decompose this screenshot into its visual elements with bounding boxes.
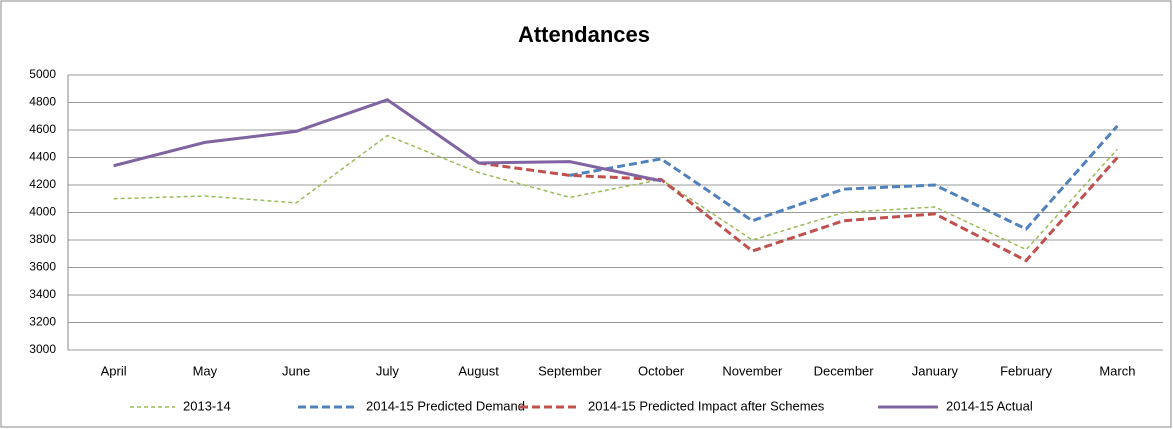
- x-tick-label: April: [101, 363, 127, 378]
- series-line: [113, 134, 1118, 251]
- x-tick-label: January: [912, 363, 959, 378]
- chart-title: Attendances: [518, 22, 650, 47]
- x-tick-label: October: [638, 363, 685, 378]
- y-tick-label: 3000: [29, 342, 56, 356]
- x-tick-label: May: [193, 363, 218, 378]
- y-tick-label: 3800: [29, 232, 56, 246]
- series-line: [113, 98, 662, 183]
- y-tick-label: 4600: [29, 122, 56, 136]
- y-tick-label: 4800: [29, 95, 56, 109]
- x-tick-label: November: [722, 363, 783, 378]
- y-tick-label: 3400: [29, 287, 56, 301]
- y-tick-label: 4000: [29, 205, 56, 219]
- x-tick-label: August: [458, 363, 499, 378]
- y-tick-label: 4200: [29, 177, 56, 191]
- legend-label: 2014-15 Predicted Impact after Schemes: [588, 398, 825, 413]
- legend-label: 2013-14: [183, 398, 231, 413]
- legend-label: 2014-15 Predicted Demand: [366, 398, 525, 413]
- x-tick-label: March: [1099, 363, 1135, 378]
- y-tick-label: 3600: [29, 260, 56, 274]
- y-tick-label: 5000: [29, 67, 56, 81]
- series-line: [569, 124, 1119, 231]
- x-tick-label: July: [376, 363, 400, 378]
- legend-label: 2014-15 Actual: [946, 398, 1033, 413]
- y-tick-label: 4400: [29, 150, 56, 164]
- x-tick-label: December: [814, 363, 875, 378]
- y-tick-label: 3200: [29, 315, 56, 329]
- x-tick-label: September: [538, 363, 602, 378]
- x-tick-label: June: [282, 363, 310, 378]
- x-tick-label: February: [1000, 363, 1053, 378]
